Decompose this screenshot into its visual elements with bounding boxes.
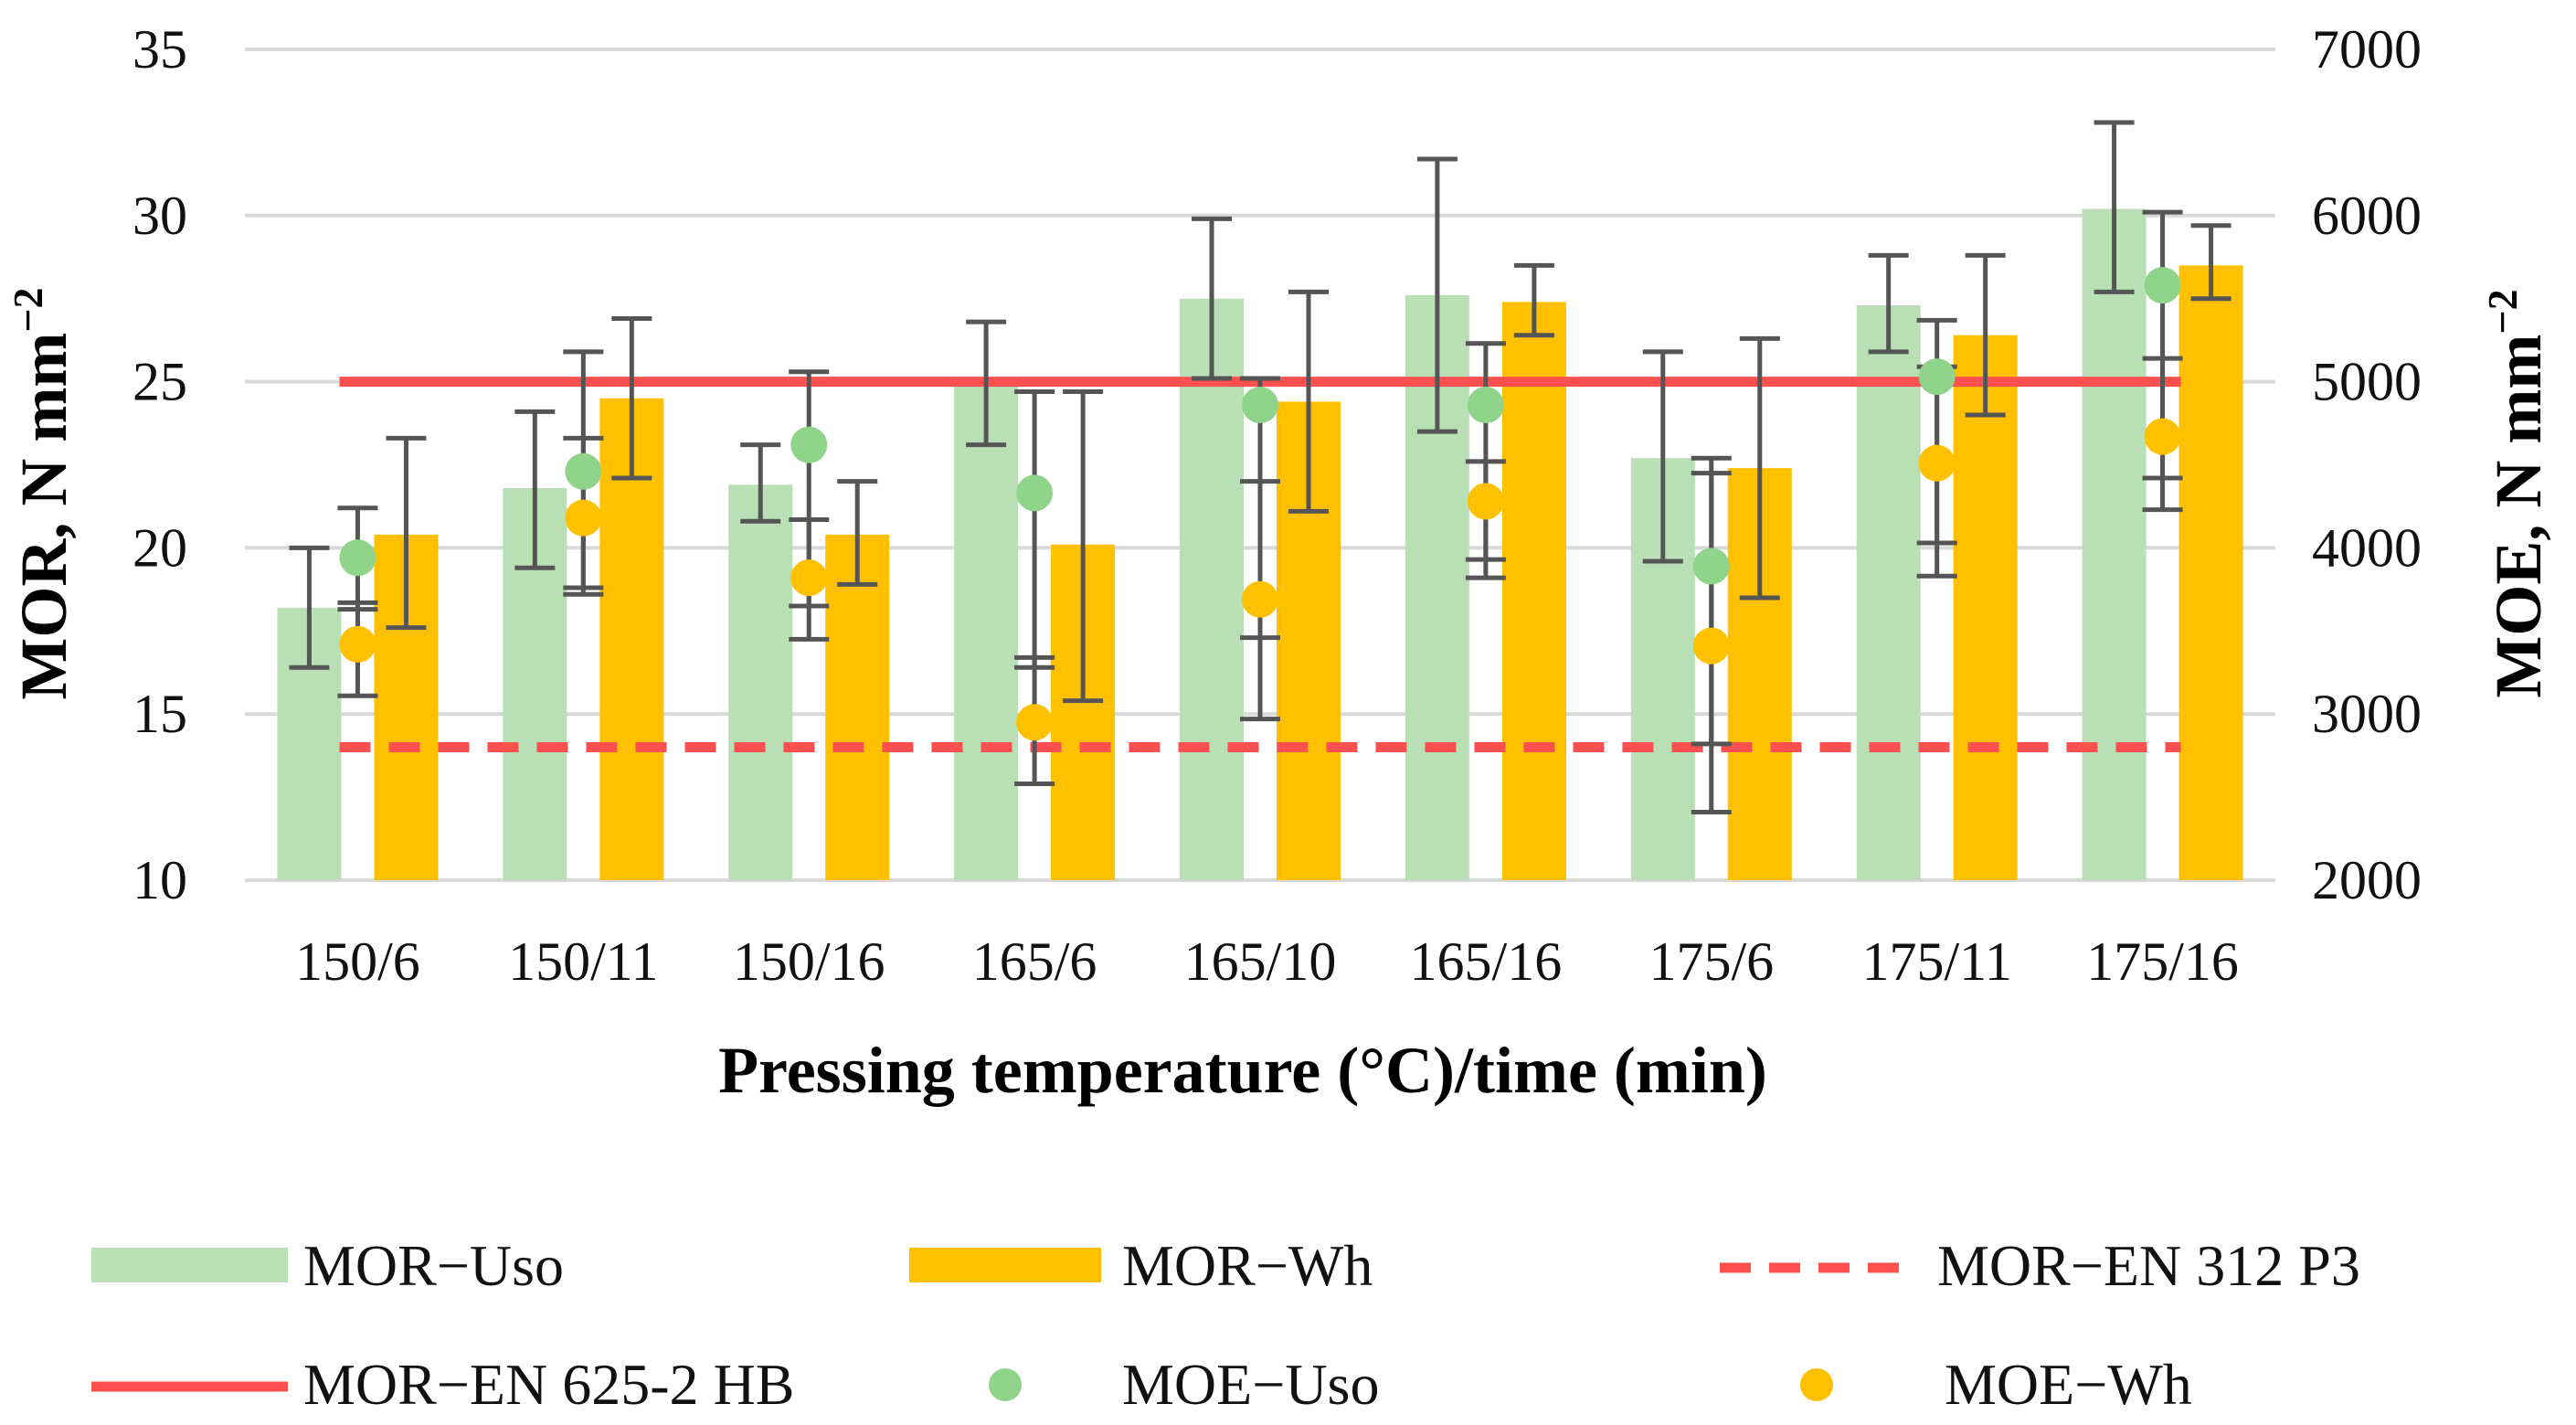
error-bar-mor-uso xyxy=(1192,216,1232,381)
legend-item-moe-uso: MOE−Uso xyxy=(989,1352,1379,1417)
error-bar-mor-uso xyxy=(1868,252,1909,355)
error-bar-mor-wh xyxy=(1513,262,1554,338)
legend-label-mor-uso: MOR−Uso xyxy=(303,1233,564,1298)
legend-label-moe-uso: MOE−Uso xyxy=(1122,1352,1379,1417)
bar-mor-wh xyxy=(1953,335,2018,880)
point-moe-uso xyxy=(790,426,828,463)
x-tick-label: 165/6 xyxy=(972,931,1097,992)
error-bar-mor-wh xyxy=(386,435,427,631)
error-bar-mor-wh xyxy=(611,316,652,481)
y-axis-title-text: MOR, N mm xyxy=(7,333,80,700)
legend-label-mor-wh: MOR−Wh xyxy=(1122,1233,1373,1298)
y-axis-title-sup: −2 xyxy=(5,287,51,332)
legend-label-mor-en312: MOR−EN 312 P3 xyxy=(1937,1233,2360,1298)
legend-swatch-mor-uso xyxy=(91,1248,288,1282)
x-tick-label: 165/10 xyxy=(1184,931,1337,992)
point-moe-wh xyxy=(2144,418,2181,455)
y-axis-title: MOR, N mm−2 xyxy=(5,287,80,699)
legend-swatch-mor-wh xyxy=(909,1248,1101,1282)
x-tick-label: 150/6 xyxy=(295,931,420,992)
point-moe-uso xyxy=(565,452,602,490)
error-bar-moe-uso xyxy=(1014,389,1055,670)
tick-labels: 10 2000 15 3000 20 4000 25 5000 30 6000 35 7000 150/… xyxy=(133,19,2422,992)
y2-axis-title: MOE, N mm−2 xyxy=(2479,289,2555,697)
legend-label-moe-wh: MOE−Wh xyxy=(1945,1352,2192,1417)
y2-tick-label: 6000 xyxy=(2312,186,2422,246)
bar-mor-uso xyxy=(728,484,793,880)
bars xyxy=(277,208,2243,881)
point-moe-uso xyxy=(1918,358,1956,396)
bar-mor-uso xyxy=(2082,208,2147,880)
error-bar-mor-wh xyxy=(1965,252,2006,418)
error-bar-mor-uso xyxy=(514,409,556,570)
y2-axis-title-text: MOE, N mm xyxy=(2482,335,2555,698)
y-tick-label: 30 xyxy=(133,186,187,246)
error-bar-mor-uso xyxy=(966,319,1007,448)
point-moe-uso xyxy=(1016,474,1054,512)
y2-tick-label: 3000 xyxy=(2312,684,2422,744)
legend: MOR−Uso MOR−Wh MOR−EN 312 P3 MOR−EN 625-… xyxy=(91,1233,2360,1417)
legend-swatch-moe-wh xyxy=(1800,1368,1833,1401)
point-moe-wh xyxy=(1467,483,1504,520)
error-bar-mor-uso xyxy=(2094,120,2135,294)
bar-mor-wh xyxy=(2178,265,2243,881)
legend-item-mor-wh: MOR−Wh xyxy=(909,1233,1373,1298)
point-moe-wh xyxy=(790,559,828,597)
error-bar-mor-wh xyxy=(1063,389,1104,704)
legend-item-mor-uso: MOR−Uso xyxy=(91,1233,564,1298)
point-moe-wh xyxy=(339,625,376,663)
x-tick-label: 165/16 xyxy=(1410,931,1563,992)
legend-label-mor-en625: MOR−EN 625-2 HB xyxy=(303,1352,794,1417)
point-moe-wh xyxy=(1016,704,1054,741)
point-moe-wh xyxy=(565,499,602,537)
point-moe-uso xyxy=(1467,387,1504,424)
error-bar-mor-uso xyxy=(289,545,330,670)
error-bar-mor-wh xyxy=(1288,289,1329,514)
y-tick-label: 20 xyxy=(133,517,187,578)
y-tick-label: 25 xyxy=(133,352,187,412)
x-tick-label: 150/11 xyxy=(508,931,658,992)
point-moe-uso xyxy=(1242,387,1278,424)
error-bar-mor-wh xyxy=(1739,335,1780,601)
legend-item-mor-en312: MOR−EN 312 P3 xyxy=(1720,1233,2360,1298)
bar-mor-wh xyxy=(825,534,890,880)
point-moe-wh xyxy=(1692,627,1730,665)
x-tick-label: 175/16 xyxy=(2086,931,2239,992)
y2-tick-label: 7000 xyxy=(2312,19,2422,80)
legend-item-mor-en625: MOR−EN 625-2 HB xyxy=(91,1352,794,1417)
y2-axis-title-sup: −2 xyxy=(2479,289,2526,334)
x-tick-label: 175/11 xyxy=(1861,931,2011,992)
moe-points xyxy=(339,267,2181,741)
x-tick-label: 150/16 xyxy=(733,931,885,992)
point-moe-wh xyxy=(1918,444,1956,482)
y2-tick-label: 5000 xyxy=(2312,352,2422,412)
y-tick-label: 35 xyxy=(133,19,187,80)
legend-swatch-moe-uso xyxy=(989,1368,1022,1401)
x-tick-label: 175/6 xyxy=(1648,931,1774,992)
legend-item-moe-wh: MOE−Wh xyxy=(1800,1352,2192,1417)
point-moe-uso xyxy=(339,539,376,577)
bar-mor-uso xyxy=(1856,304,1921,880)
y2-tick-label: 2000 xyxy=(2312,850,2422,910)
x-axis-title: Pressing temperature (°C)/time (min) xyxy=(718,1034,1767,1107)
error-bar-mor-wh xyxy=(837,479,878,587)
y-tick-label: 10 xyxy=(133,850,187,910)
point-moe-uso xyxy=(1692,548,1730,585)
error-bar-mor-wh xyxy=(2190,223,2231,302)
bar-mor-uso xyxy=(1180,298,1244,880)
bar-mor-uso xyxy=(954,385,1019,881)
error-bar-mor-uso xyxy=(1416,156,1458,434)
y2-tick-label: 4000 xyxy=(2312,517,2422,578)
bar-mor-wh xyxy=(1501,302,1566,880)
error-bar-mor-uso xyxy=(740,442,781,524)
y-tick-label: 15 xyxy=(133,684,187,744)
point-moe-uso xyxy=(2144,267,2181,304)
point-moe-wh xyxy=(1242,580,1278,618)
error-bar-mor-uso xyxy=(1642,349,1683,564)
